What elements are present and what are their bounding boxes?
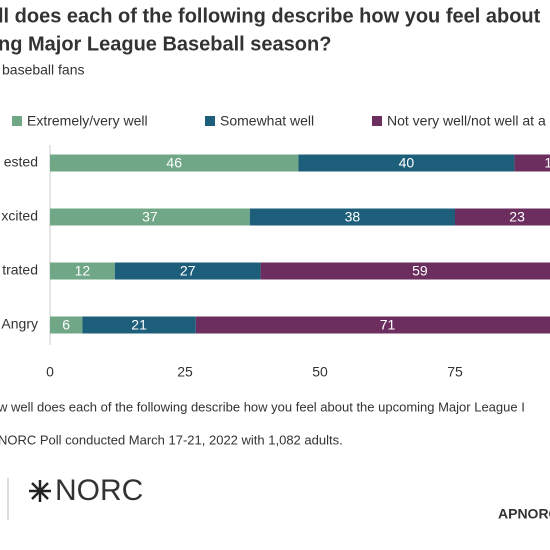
legend-swatch <box>205 116 215 126</box>
y-tick-label: ested <box>4 154 38 170</box>
bar <box>50 316 83 334</box>
y-tick-label: Angry <box>1 316 38 332</box>
bar <box>260 262 550 280</box>
data-label: 21 <box>131 317 147 333</box>
legend-label: Somewhat well <box>220 113 314 129</box>
bar <box>82 316 196 334</box>
bar <box>50 154 299 172</box>
x-tick-label: 25 <box>177 364 193 380</box>
bar <box>455 208 550 226</box>
bar <box>249 208 455 226</box>
chart-subtitle: baseball fans <box>2 62 85 78</box>
data-label: 12 <box>75 263 91 279</box>
bar <box>514 154 550 172</box>
data-label: 27 <box>180 263 196 279</box>
y-tick-label: xcited <box>1 208 38 224</box>
credit: APNORC <box>498 506 550 522</box>
bar <box>298 154 515 172</box>
logo-star <box>29 480 51 502</box>
note: NORC Poll conducted March 17-21, 2022 wi… <box>0 432 343 447</box>
data-label: 23 <box>509 209 525 225</box>
data-label: 46 <box>166 155 182 171</box>
x-tick-label: 75 <box>447 364 463 380</box>
data-label: 40 <box>399 155 415 171</box>
y-tick-label: trated <box>2 262 38 278</box>
chart-title: ll does each of the following describe h… <box>0 5 541 27</box>
legend-swatch <box>372 116 382 126</box>
x-tick-label: 50 <box>312 364 328 380</box>
x-tick-label: 0 <box>46 364 54 380</box>
bar <box>50 262 115 280</box>
chart-title: ng Major League Baseball season? <box>0 33 331 55</box>
data-label: 59 <box>412 263 428 279</box>
legend-label: Not very well/not well at a <box>387 113 546 129</box>
bar <box>114 262 261 280</box>
data-label: 14 <box>544 155 550 171</box>
logo: NORC <box>55 474 143 507</box>
bar <box>195 316 550 334</box>
data-label: 71 <box>380 317 396 333</box>
data-label: 38 <box>345 209 361 225</box>
note: w well does each of the following descri… <box>0 399 525 414</box>
data-label: 6 <box>62 317 70 333</box>
legend-label: Extremely/very well <box>27 113 148 129</box>
bar <box>50 208 250 226</box>
data-label: 37 <box>142 209 158 225</box>
legend-swatch <box>12 116 22 126</box>
